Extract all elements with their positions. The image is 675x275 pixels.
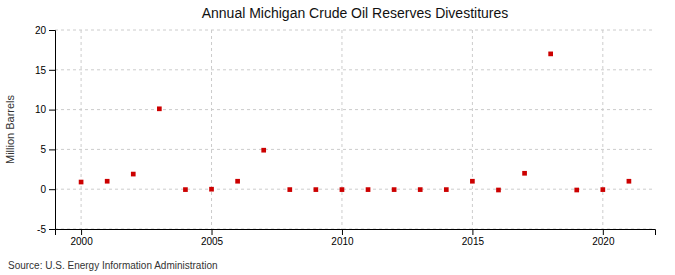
y-tick: 0 — [40, 184, 55, 195]
y-tick-mark — [49, 110, 55, 111]
x-tick-mark — [212, 229, 213, 235]
x-grid-line — [472, 30, 473, 229]
x-tick-mark — [81, 229, 82, 235]
y-grid-line — [55, 189, 655, 190]
x-tick-label: 2000 — [70, 236, 93, 247]
point — [574, 188, 579, 193]
points — [79, 52, 632, 193]
x-tick-label: 2005 — [201, 236, 224, 247]
chart: 2000 2005 2010 2015 2020 -5 0 5 10 15 20 Annual Mic… — [0, 0, 675, 275]
x-axis-line — [56, 230, 656, 236]
y-tick: 15 — [35, 65, 55, 76]
grid — [55, 30, 655, 229]
y-grid-line — [55, 69, 655, 70]
point — [340, 187, 345, 192]
y-tick-label: 5 — [40, 144, 46, 155]
y-tick-label: -5 — [37, 224, 46, 235]
y-tick: 5 — [40, 144, 55, 155]
point — [600, 187, 605, 192]
x-tick: 2005 — [201, 229, 224, 247]
x-tick: 2020 — [592, 229, 615, 247]
y-axis: -5 0 5 10 15 20 — [35, 25, 56, 235]
x-grid-line — [602, 30, 603, 229]
title: Annual Michigan Crude Oil Reserves Dives… — [202, 5, 509, 21]
point — [183, 187, 188, 192]
y-tick: 20 — [35, 25, 55, 36]
y-grid-line — [55, 109, 655, 110]
point — [131, 172, 136, 177]
y-tick-mark — [49, 229, 55, 230]
x-grid-line — [341, 30, 342, 229]
point — [314, 187, 319, 192]
point — [157, 106, 162, 111]
y-axis-title: Million Barrels — [4, 94, 16, 164]
point — [287, 187, 292, 192]
x-tick-label: 2015 — [462, 236, 485, 247]
point — [470, 179, 475, 184]
x-tick: 2015 — [462, 229, 485, 247]
x-axis: 2000 2005 2010 2015 2020 — [56, 229, 656, 247]
x-tick-mark — [342, 229, 343, 235]
point — [209, 187, 214, 192]
x-tick-mark — [472, 229, 473, 235]
y-tick-mark — [49, 189, 55, 190]
y-tick: 10 — [35, 104, 55, 115]
y-tick: -5 — [37, 224, 55, 235]
point — [392, 187, 397, 192]
point — [235, 179, 240, 184]
y-axis-line — [49, 31, 56, 230]
x-tick: 2010 — [331, 229, 354, 247]
y-grid-line — [55, 30, 655, 31]
x-tick-label: 2020 — [592, 236, 615, 247]
point — [444, 187, 449, 192]
y-tick-label: 0 — [40, 184, 46, 195]
y-tick-label: 10 — [35, 104, 47, 115]
y-tick-mark — [49, 149, 55, 150]
point — [627, 179, 632, 184]
point — [418, 187, 423, 192]
annotation: Source: U.S. Energy Information Administ… — [8, 260, 218, 271]
x-tick: 2000 — [70, 229, 93, 247]
point — [261, 148, 266, 153]
point — [548, 52, 553, 57]
x-grid-line — [81, 30, 82, 229]
point — [496, 188, 501, 193]
point — [522, 171, 527, 176]
y-tick-mark — [49, 70, 55, 71]
y-tick-mark — [49, 30, 55, 31]
y-grid-line — [55, 149, 655, 150]
x-grid-line — [211, 30, 212, 229]
plot: 2000 2005 2010 2015 2020 -5 0 5 10 15 20 — [35, 25, 656, 247]
point — [79, 180, 84, 185]
x-tick-mark — [603, 229, 604, 235]
point — [366, 187, 371, 192]
x-tick-label: 2010 — [331, 236, 354, 247]
y-tick-label: 20 — [35, 25, 47, 36]
y-tick-label: 15 — [35, 65, 47, 76]
point — [105, 179, 110, 184]
